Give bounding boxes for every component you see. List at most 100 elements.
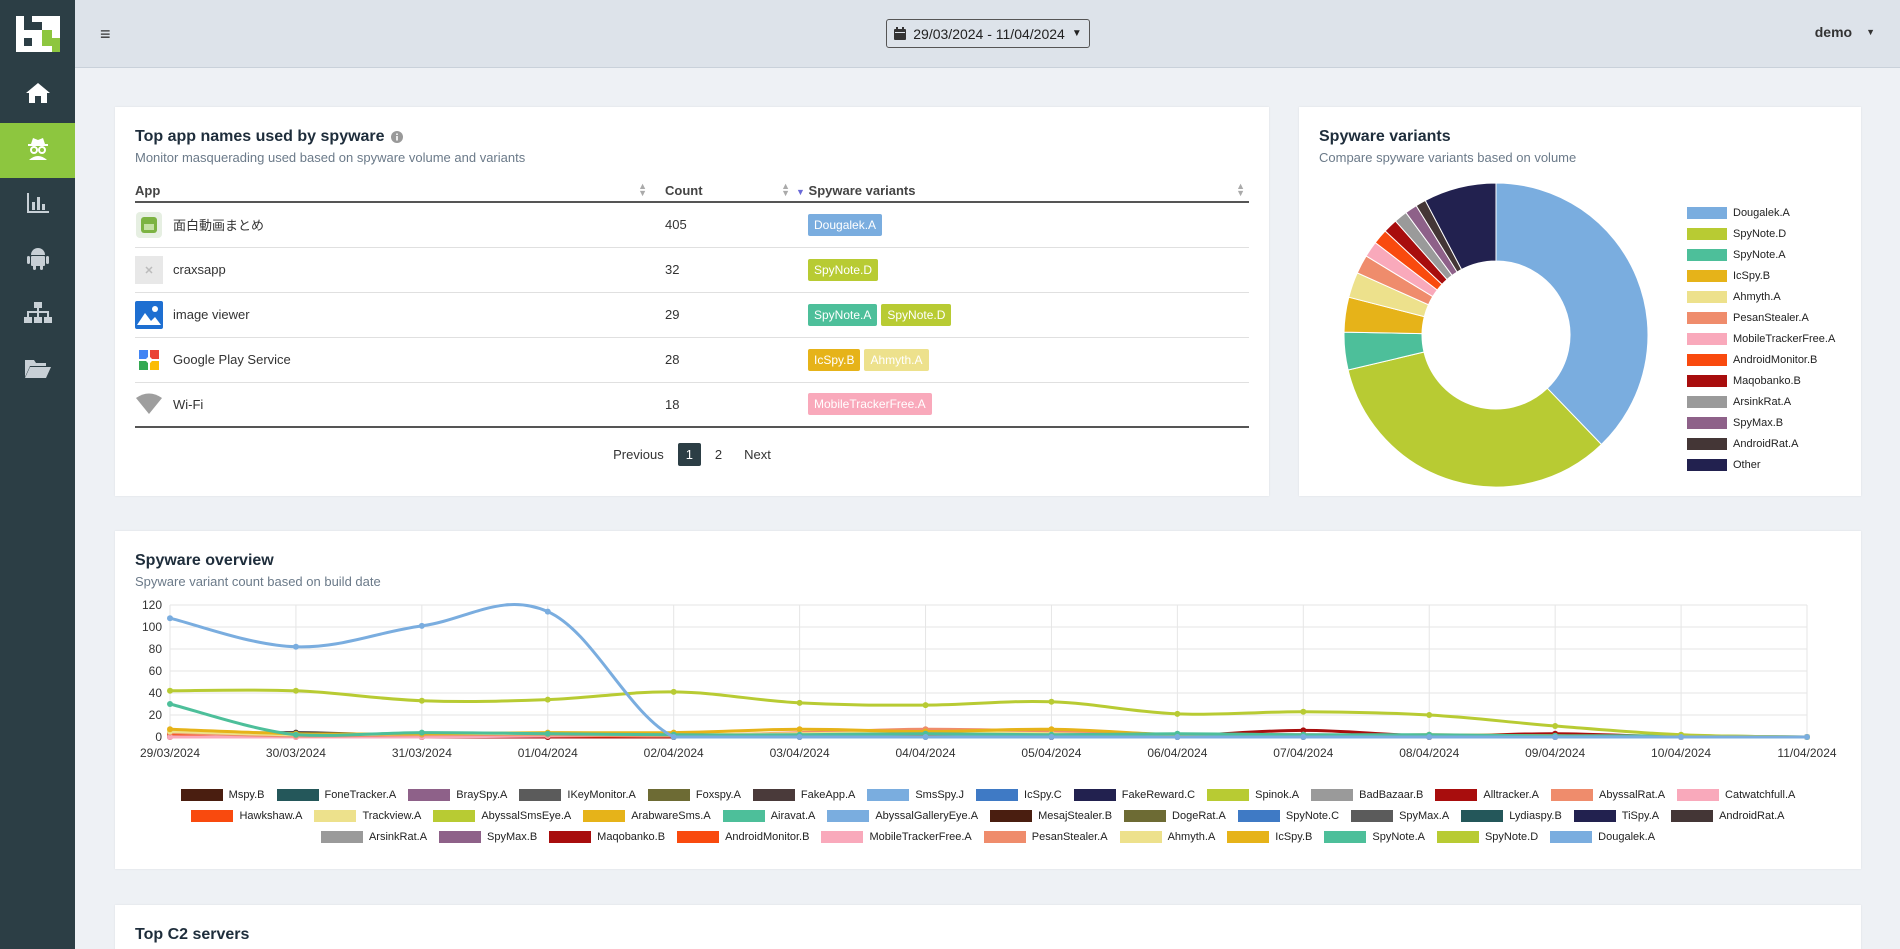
legend-item[interactable]: AbyssalSmsEye.A — [433, 808, 571, 824]
variant-badge[interactable]: MobileTrackerFree.A — [808, 393, 932, 416]
series-line[interactable] — [169, 688, 1808, 739]
variant-badge[interactable]: SpyNote.D — [881, 303, 952, 326]
variant-badge[interactable]: SpyNote.A — [808, 303, 878, 326]
legend-item[interactable]: Other — [1687, 454, 1835, 475]
menu-toggle-icon[interactable]: ≡ — [100, 24, 111, 44]
legend-item[interactable]: BadBazaar.B — [1311, 787, 1423, 803]
data-point[interactable] — [1048, 734, 1055, 740]
data-point[interactable] — [1426, 734, 1433, 740]
data-point[interactable] — [544, 608, 551, 615]
series-line[interactable] — [169, 603, 1807, 739]
legend-item[interactable]: AndroidRat.A — [1687, 433, 1835, 454]
legend-item[interactable]: IcSpy.B — [1687, 265, 1835, 286]
legend-item[interactable]: Mspy.B — [180, 787, 265, 803]
legend-item[interactable]: Airavat.A — [722, 808, 815, 824]
legend-item[interactable]: Spinok.A — [1207, 787, 1299, 803]
legend-item[interactable]: PesanStealer.A — [983, 829, 1108, 845]
legend-item[interactable]: Foxspy.A — [647, 787, 741, 803]
legend-item[interactable]: SmsSpy.J — [867, 787, 964, 803]
table-row[interactable]: craxsapp 32 SpyNote.D — [135, 247, 1249, 293]
data-point[interactable] — [1174, 710, 1181, 717]
legend-item[interactable]: Maqobanko.B — [549, 829, 665, 845]
data-point[interactable] — [167, 701, 173, 707]
legend-item[interactable]: Dougalek.A — [1550, 829, 1655, 845]
nav-item-spy[interactable] — [0, 123, 75, 178]
column-header-variants[interactable]: ▼ Spyware variants ▲ ▼ — [794, 180, 1249, 203]
data-point[interactable] — [1300, 727, 1307, 734]
data-point[interactable] — [167, 734, 173, 740]
legend-item[interactable]: AndroidMonitor.B — [677, 829, 809, 845]
legend-item[interactable]: PesanStealer.A — [1687, 307, 1835, 328]
legend-item[interactable]: SpyNote.D — [1436, 829, 1538, 845]
data-point[interactable] — [1048, 726, 1055, 733]
data-point[interactable] — [1174, 734, 1181, 740]
data-point[interactable] — [167, 726, 173, 733]
legend-item[interactable]: SpyMax.A — [1351, 808, 1449, 824]
pagination-previous[interactable]: Previous — [613, 447, 664, 462]
legend-item[interactable]: MobileTrackerFree.A — [821, 829, 972, 845]
data-point[interactable] — [418, 729, 425, 736]
legend-item[interactable]: MobileTrackerFree.A — [1687, 328, 1835, 349]
data-point[interactable] — [292, 643, 299, 650]
legend-item[interactable]: FoneTracker.A — [276, 787, 396, 803]
data-point[interactable] — [1678, 734, 1685, 740]
legend-item[interactable]: IcSpy.C — [976, 787, 1062, 803]
data-point[interactable] — [670, 688, 677, 695]
legend-item[interactable]: FakeApp.A — [752, 787, 855, 803]
legend-item[interactable]: TiSpy.A — [1573, 808, 1659, 824]
legend-item[interactable]: MesajStealer.B — [990, 808, 1112, 824]
table-row[interactable]: 面白動画まとめ 405 Dougalek.A — [135, 202, 1249, 248]
legend-item[interactable]: SpyMax.B — [1687, 412, 1835, 433]
data-point[interactable] — [1552, 734, 1559, 740]
data-point[interactable] — [796, 734, 803, 740]
legend-item[interactable]: ArsinkRat.A — [1687, 391, 1835, 412]
variant-badge[interactable]: SpyNote.D — [808, 258, 879, 281]
date-range-picker[interactable]: 29/03/2024 - 11/04/2024 ▼ — [886, 19, 1090, 48]
data-point[interactable] — [544, 696, 551, 703]
nav-item-bar-chart[interactable] — [0, 178, 75, 233]
data-point[interactable] — [167, 615, 173, 622]
table-row[interactable]: Google Play Service 28 IcSpy.B Ahmyth.A — [135, 337, 1249, 383]
legend-item[interactable]: SpyNote.C — [1237, 808, 1339, 824]
column-header-app[interactable]: App ▲ ▼ — [135, 180, 651, 203]
data-point[interactable] — [1426, 712, 1433, 718]
nav-item-folder-open[interactable] — [0, 343, 75, 398]
pagination-page-2[interactable]: 2 — [714, 447, 723, 462]
legend-item[interactable]: IcSpy.B — [1227, 829, 1312, 845]
donut-slice-spynote-d[interactable] — [1347, 351, 1603, 488]
donut-slice-dougalek-a[interactable] — [1495, 182, 1649, 446]
legend-item[interactable]: Dougalek.A — [1687, 202, 1835, 223]
data-point[interactable] — [1048, 698, 1055, 705]
legend-item[interactable]: AbyssalRat.A — [1551, 787, 1665, 803]
variant-badge[interactable]: IcSpy.B — [808, 348, 861, 371]
legend-item[interactable]: DogeRat.A — [1124, 808, 1226, 824]
data-point[interactable] — [418, 622, 425, 629]
data-point[interactable] — [796, 699, 803, 706]
legend-item[interactable]: IKeyMonitor.A — [519, 787, 636, 803]
data-point[interactable] — [418, 697, 425, 704]
donut-slice-other[interactable] — [1424, 182, 1497, 271]
info-icon[interactable] — [390, 131, 403, 143]
legend-item[interactable]: Hawkshaw.A — [191, 808, 302, 824]
nav-item-home[interactable] — [0, 68, 75, 123]
legend-item[interactable]: ArabwareSms.A — [583, 808, 711, 824]
data-point[interactable] — [922, 734, 929, 740]
nav-item-android[interactable] — [0, 233, 75, 288]
legend-item[interactable]: FakeReward.C — [1073, 787, 1195, 803]
legend-item[interactable]: Trackview.A — [314, 808, 421, 824]
data-point[interactable] — [1552, 723, 1559, 729]
legend-item[interactable]: Maqobanko.B — [1687, 370, 1835, 391]
data-point[interactable] — [292, 731, 299, 738]
table-row[interactable]: Wi-Fi 18 MobileTrackerFree.A — [135, 382, 1249, 428]
legend-item[interactable]: ArsinkRat.A — [320, 829, 427, 845]
logo[interactable] — [0, 0, 75, 68]
legend-item[interactable]: AndroidRat.A — [1671, 808, 1785, 824]
data-point[interactable] — [292, 687, 299, 694]
legend-item[interactable]: Lydiaspy.B — [1461, 808, 1562, 824]
user-menu[interactable]: demo ▼ — [1815, 24, 1875, 40]
data-point[interactable] — [1300, 708, 1307, 715]
column-header-count[interactable]: Count ▲ ▼ — [651, 180, 794, 203]
legend-item[interactable]: Ahmyth.A — [1687, 286, 1835, 307]
data-point[interactable] — [670, 734, 677, 740]
data-point[interactable] — [1804, 734, 1810, 740]
